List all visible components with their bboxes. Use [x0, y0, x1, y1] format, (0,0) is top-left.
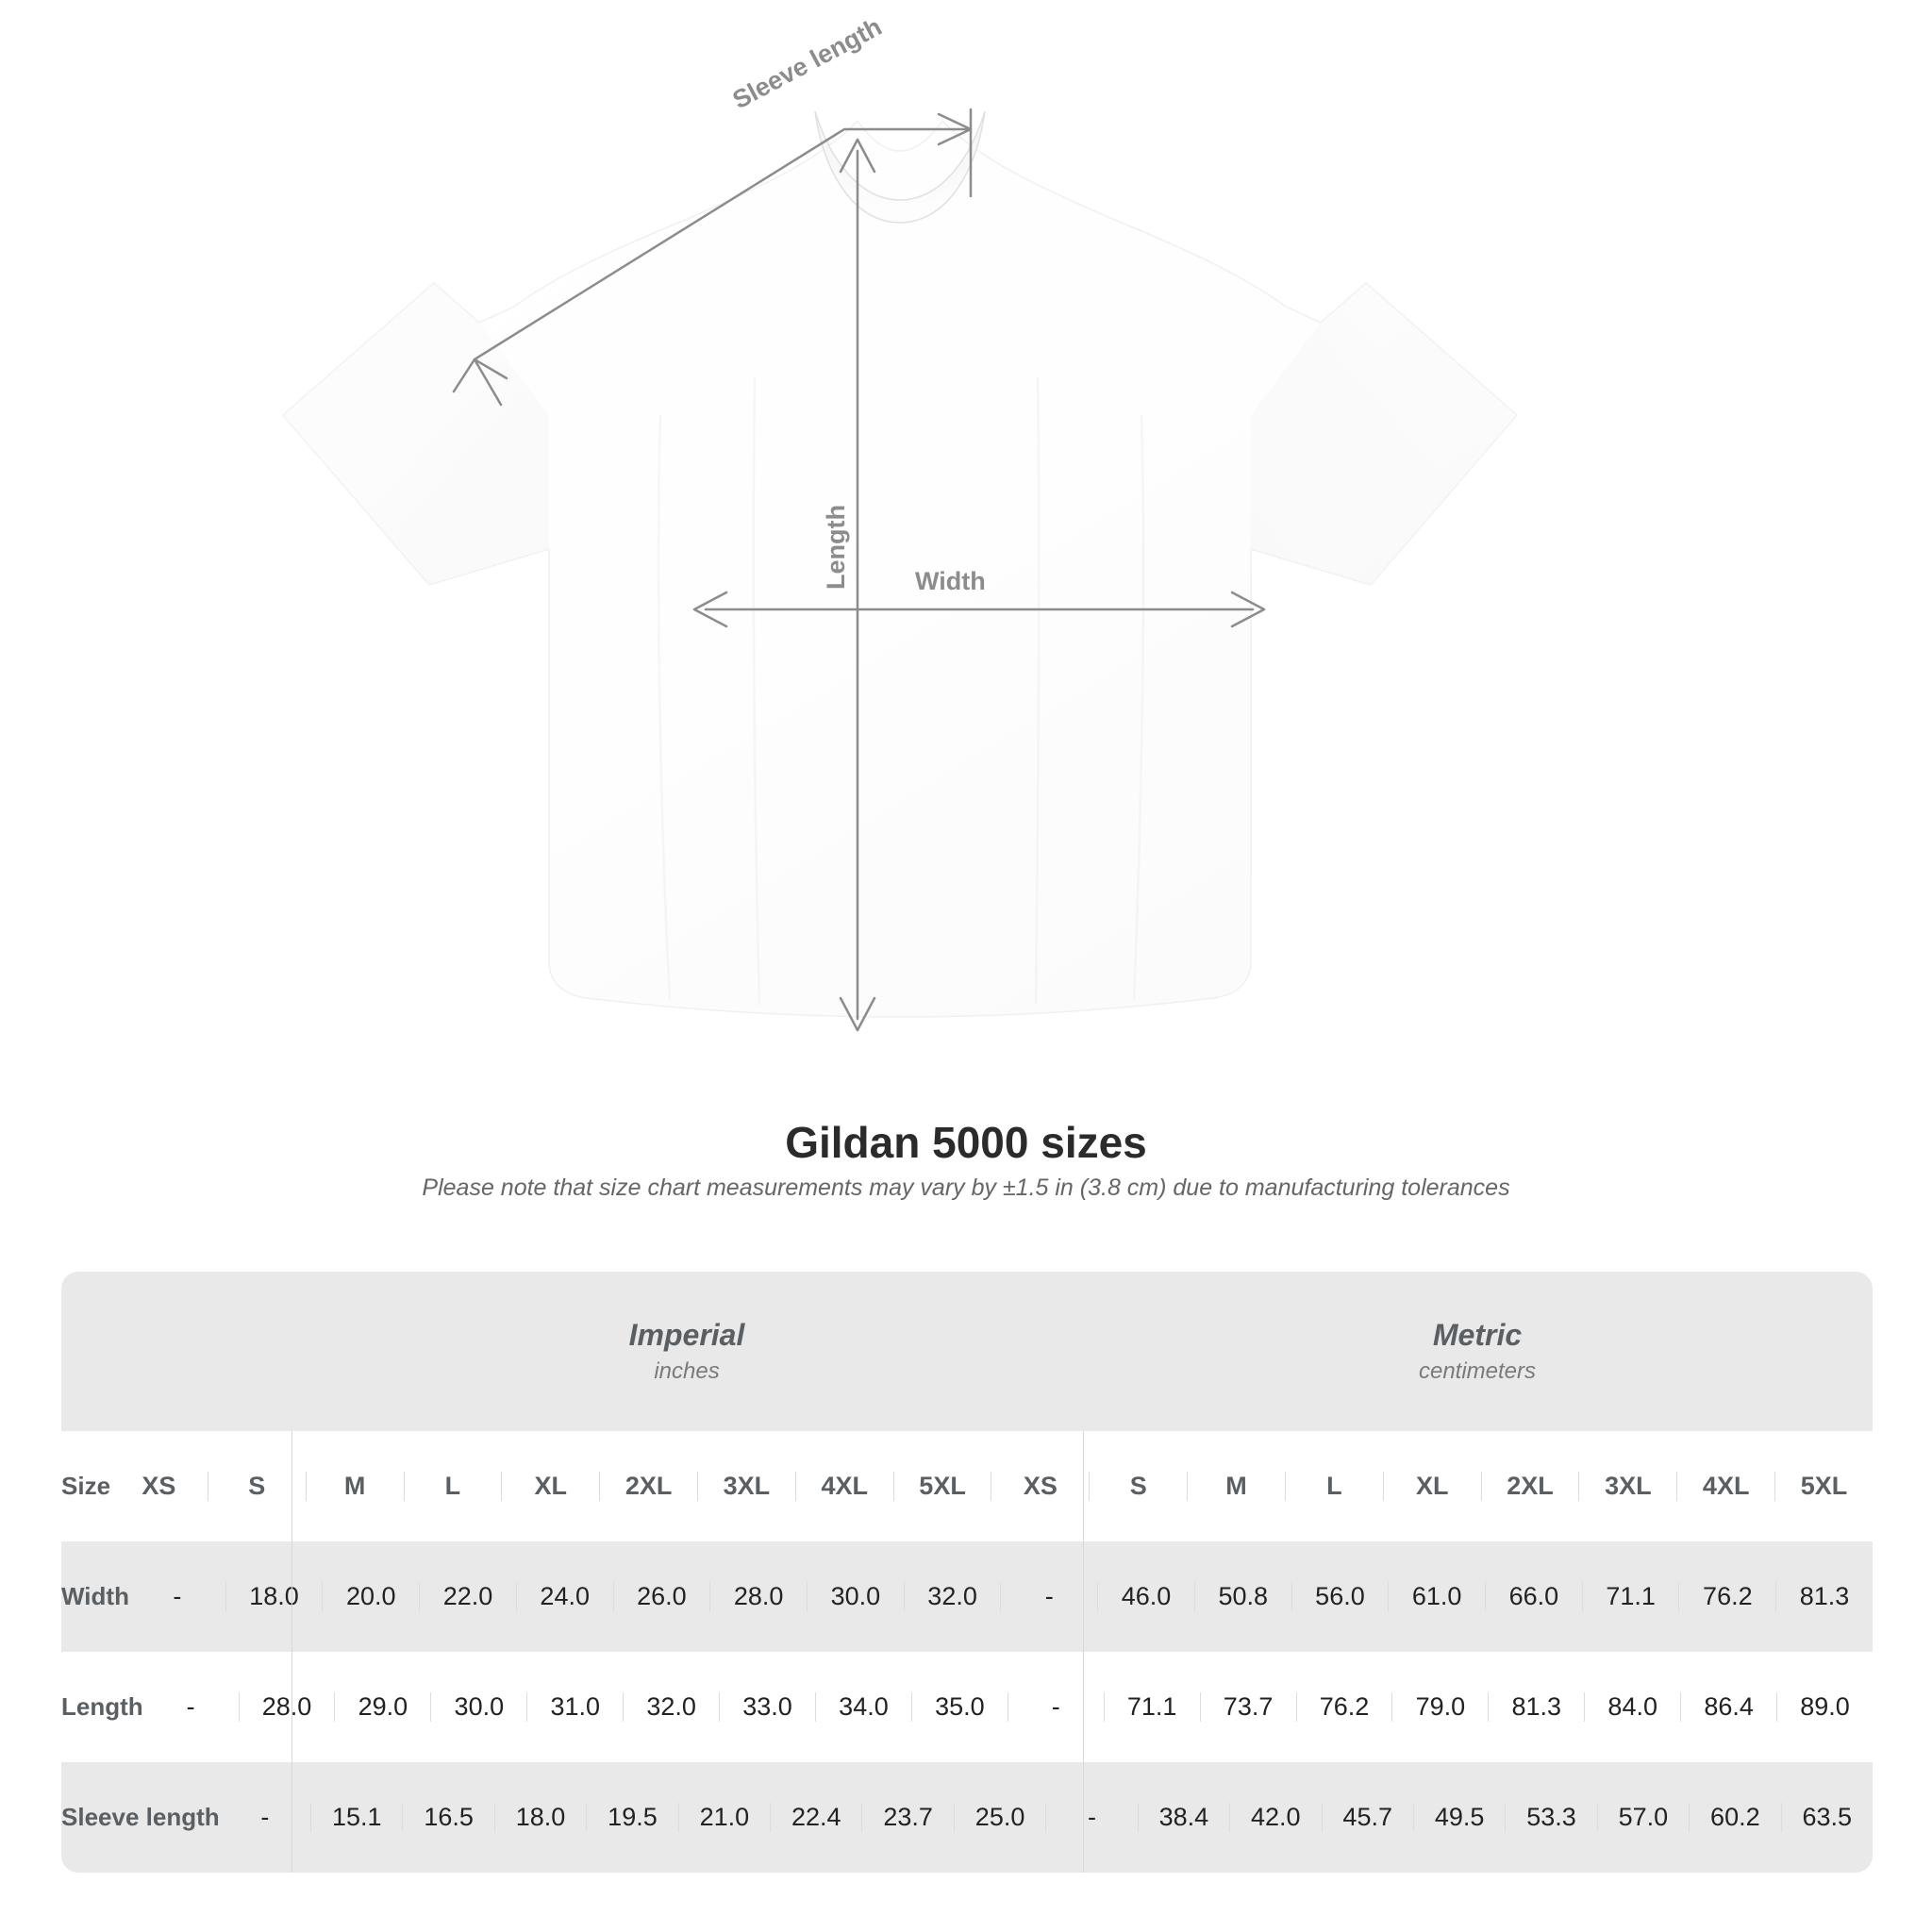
svg-text:Sleeve length: Sleeve length: [728, 19, 887, 114]
svg-text:Length: Length: [822, 505, 850, 590]
svg-text:Width: Width: [915, 567, 986, 595]
